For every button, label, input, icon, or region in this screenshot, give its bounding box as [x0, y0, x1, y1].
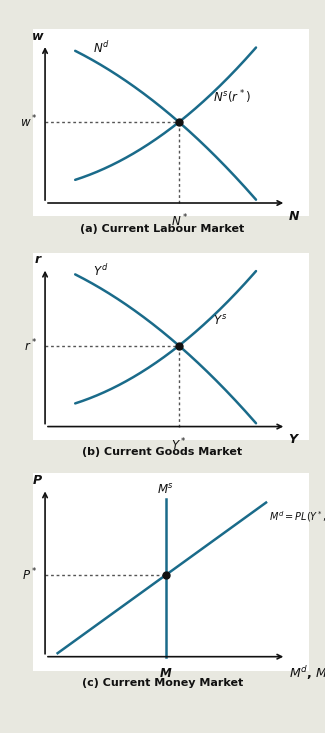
Text: $N^s(r^*)$: $N^s(r^*)$	[213, 88, 251, 106]
Text: $M^s$: $M^s$	[157, 483, 174, 497]
Text: $M^d = PL(Y^*, r^* + i)$: $M^d = PL(Y^*, r^* + i)$	[268, 509, 325, 524]
Text: $w^*$: $w^*$	[20, 114, 37, 130]
Text: M: M	[160, 667, 172, 680]
Text: Y: Y	[289, 433, 298, 446]
Text: $M^d$, $M^s$: $M^d$, $M^s$	[289, 663, 325, 682]
Text: (b) Current Goods Market: (b) Current Goods Market	[83, 447, 242, 457]
Text: $Y^*$: $Y^*$	[171, 436, 187, 453]
Text: P: P	[33, 474, 42, 487]
Text: $N^*$: $N^*$	[171, 213, 188, 229]
Text: (a) Current Labour Market: (a) Current Labour Market	[80, 224, 245, 234]
Text: r: r	[34, 253, 41, 266]
Text: N: N	[289, 210, 299, 223]
Text: $N^d$: $N^d$	[93, 40, 110, 56]
Text: $Y^d$: $Y^d$	[93, 263, 109, 279]
Text: $P^*$: $P^*$	[22, 567, 37, 583]
Text: $r^*$: $r^*$	[24, 337, 37, 354]
Text: (c) Current Money Market: (c) Current Money Market	[82, 678, 243, 688]
Text: w: w	[32, 29, 43, 43]
Text: $Y^s$: $Y^s$	[213, 314, 228, 328]
